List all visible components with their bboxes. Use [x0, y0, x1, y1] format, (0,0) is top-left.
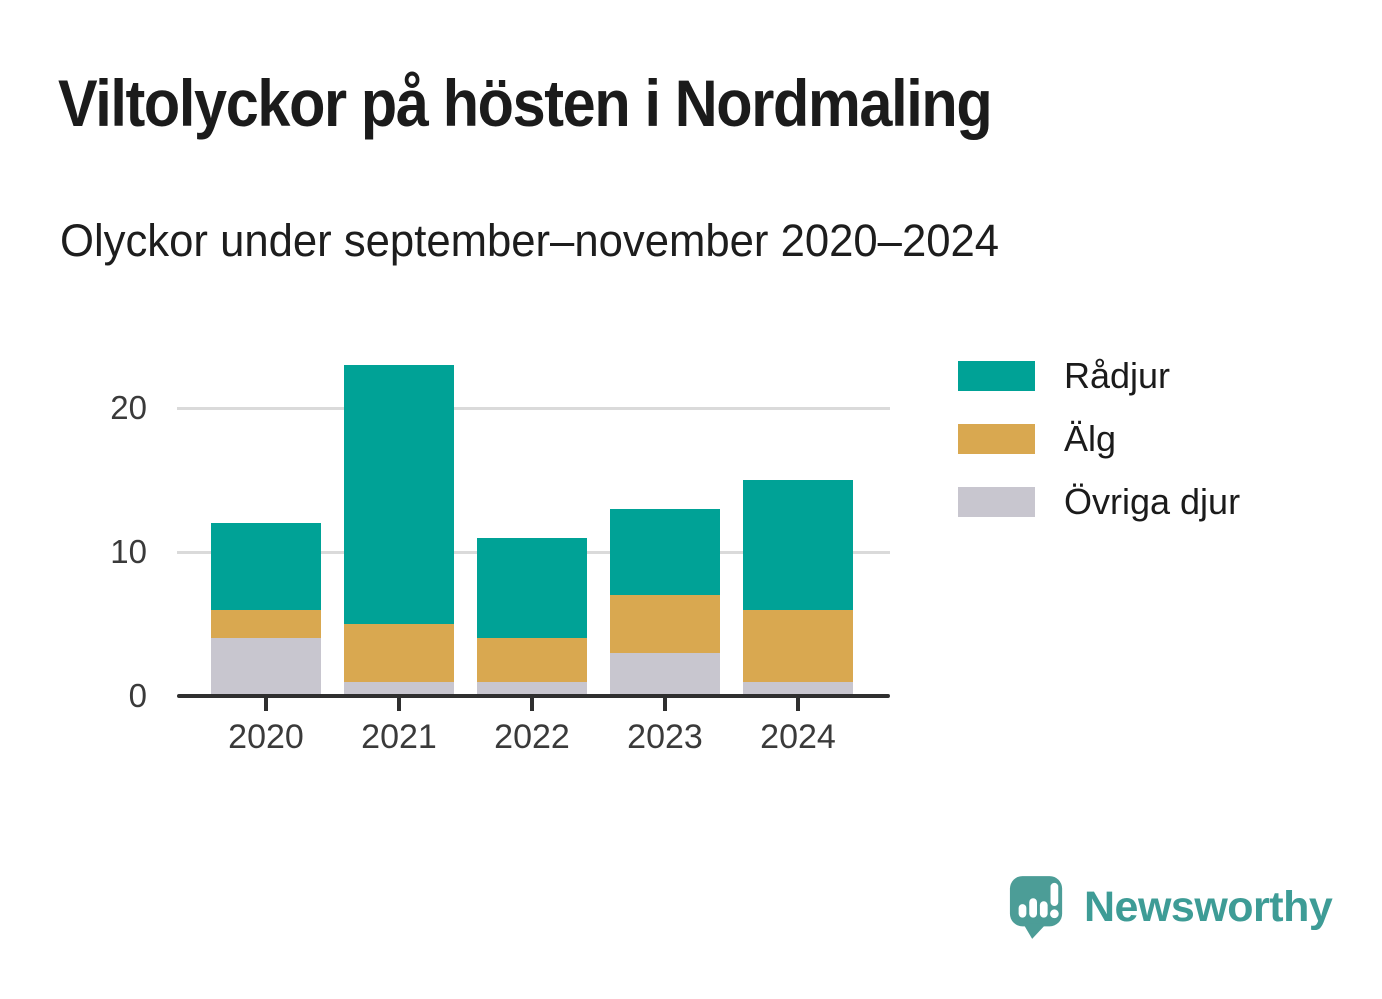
bar-segment-2021-Älg — [344, 624, 454, 682]
bar-segment-2022-Övriga djur — [477, 681, 587, 696]
legend-item-Övriga djur: Övriga djur — [958, 481, 1241, 522]
chart-subtitle: Olyckor under september–november 2020–20… — [60, 215, 1000, 266]
bar-segment-2024-Älg — [743, 609, 853, 682]
legend-label: Rådjur — [1064, 355, 1171, 396]
bar-segment-2020-Övriga djur — [211, 638, 321, 696]
legend-label: Älg — [1064, 418, 1117, 459]
brand-footer: Newsworthy — [1008, 874, 1333, 940]
y-tick-label-20: 20 — [110, 389, 147, 426]
newsworthy-logo-icon — [1009, 876, 1063, 939]
chart-title: Viltolyckor på hösten i Nordmaling — [58, 66, 993, 140]
y-tick-label-10: 10 — [110, 533, 147, 570]
x-tick-label-2022: 2022 — [494, 718, 570, 756]
x-tick-2024 — [796, 698, 800, 711]
x-axis-line — [177, 694, 890, 698]
bar-segment-2020-Älg — [211, 609, 321, 639]
x-tick-2023 — [663, 698, 667, 711]
legend-swatch-Övriga djur — [958, 487, 1035, 517]
gridline-20 — [177, 406, 890, 410]
bar-segment-2022-Älg — [477, 638, 587, 682]
bar-segment-2024-Övriga djur — [743, 681, 853, 696]
bar-segment-2023-Övriga djur — [610, 652, 720, 696]
x-tick-2020 — [264, 698, 268, 711]
y-tick-label-0: 0 — [128, 677, 147, 714]
bar-segment-2022-Rådjur — [477, 537, 587, 639]
legend: Rådjur Älg Övriga djur — [958, 355, 1241, 550]
x-tick-label-2023: 2023 — [627, 718, 703, 756]
legend-label: Övriga djur — [1064, 481, 1241, 522]
legend-item-Älg: Älg — [958, 418, 1240, 459]
newsworthy-logo-text: Newsworthy — [1084, 882, 1333, 931]
bar-segment-2023-Rådjur — [610, 508, 720, 596]
plot-area: 0 10 20 2020 2021 2022 2023 2024 — [110, 351, 890, 756]
bar-segment-2023-Älg — [610, 595, 720, 653]
bar-segment-2024-Rådjur — [743, 480, 853, 610]
bar-segment-2021-Övriga djur — [344, 681, 454, 696]
bar-segment-2020-Rådjur — [211, 523, 321, 610]
x-tick-2022 — [530, 698, 534, 711]
bar-segment-2021-Rådjur — [344, 364, 454, 624]
x-tick-2021 — [397, 698, 401, 711]
legend-item-Rådjur: Rådjur — [958, 355, 1240, 396]
legend-swatch-Älg — [958, 424, 1035, 454]
x-tick-label-2021: 2021 — [361, 718, 437, 756]
x-tick-label-2020: 2020 — [228, 718, 304, 756]
legend-swatch-Rådjur — [958, 361, 1035, 391]
x-tick-label-2024: 2024 — [760, 718, 836, 756]
